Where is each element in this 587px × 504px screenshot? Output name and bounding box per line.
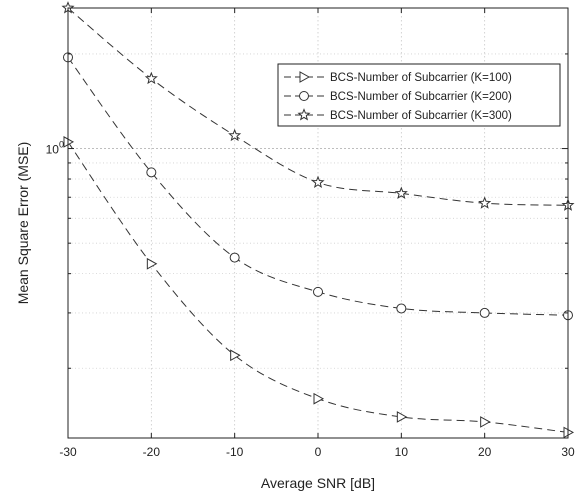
legend: BCS-Number of Subcarrier (K=100) BCS-Numb… (277, 63, 561, 127)
star-marker (478, 196, 492, 209)
legend-label: BCS-Number of Subcarrier (K=300) (330, 110, 512, 122)
circle-marker (299, 91, 309, 101)
x-tick-label: 10 (395, 445, 409, 459)
circle-marker (146, 167, 157, 178)
x-axis-label: Average SNR [dB] (261, 475, 375, 491)
y-axis-label: Mean Square Error (MSE) (15, 142, 31, 305)
triangle-marker (146, 257, 158, 270)
x-tick-label: -20 (143, 445, 161, 459)
star-marker (228, 128, 242, 142)
y-tick-label: 100 (46, 140, 64, 157)
circle-marker (229, 252, 240, 263)
star-marker (144, 71, 158, 85)
star-marker (394, 186, 408, 199)
triangle-marker (299, 71, 311, 83)
axis-ticks (67, 8, 569, 438)
star-marker (297, 108, 311, 121)
circle-marker (313, 286, 323, 297)
circle-marker (396, 303, 407, 314)
triangle-marker (396, 411, 408, 423)
x-tick-label: -10 (226, 445, 244, 459)
star-marker (311, 175, 325, 189)
legend-item: BCS-Number of Subcarrier (K=100) (284, 71, 512, 84)
y-tick-label-exponent: 0 (59, 140, 64, 150)
legend-item: BCS-Number of Subcarrier (K=300) (284, 108, 512, 122)
series-k100 (63, 136, 575, 439)
circle-marker (479, 307, 490, 318)
x-tick-label: 0 (315, 445, 322, 459)
triangle-marker (480, 416, 491, 428)
legend-label: BCS-Number of Subcarrier (K=200) (330, 91, 512, 103)
x-tick-label: -30 (59, 445, 77, 459)
x-tick-label: 20 (478, 445, 492, 459)
triangle-marker (230, 349, 241, 362)
legend-label: BCS-Number of Subcarrier (K=100) (330, 72, 512, 84)
y-tick-label-base: 10 (46, 143, 60, 157)
legend-box (277, 63, 561, 127)
legend-item: BCS-Number of Subcarrier (K=200) (284, 91, 512, 103)
x-tick-label: 30 (561, 445, 575, 459)
triangle-marker (313, 392, 325, 405)
